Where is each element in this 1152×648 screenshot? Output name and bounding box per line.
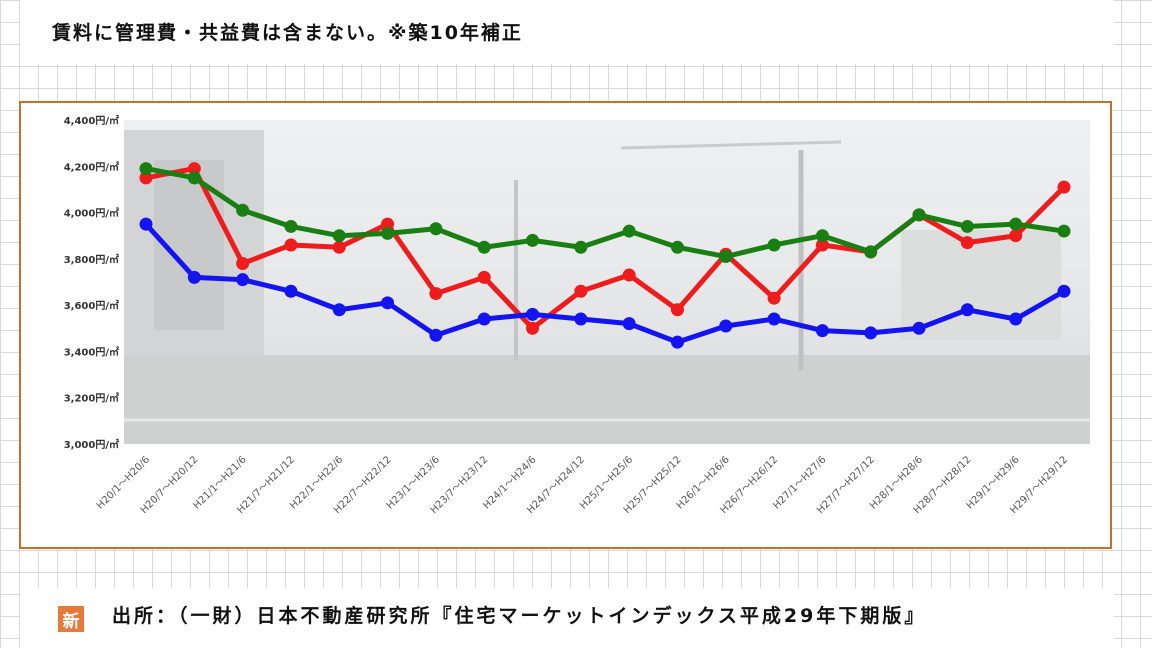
data-point [574,284,588,298]
data-point [622,317,636,331]
background-building-right [901,230,1061,340]
data-point [139,162,153,176]
y-tick-label: 3,000円/㎡ [64,438,119,451]
data-point [332,303,346,317]
data-point [284,284,298,298]
y-tick-label: 3,600円/㎡ [64,299,119,312]
data-point [526,321,540,335]
data-point [381,296,395,310]
chart-note: 賃料に管理費・共益費は含まない。※築10年補正 [52,22,523,44]
data-point [236,273,250,287]
data-point [912,321,926,335]
data-point [864,326,878,340]
footer-band [20,588,1114,648]
data-point [719,250,733,264]
data-point [960,219,974,233]
data-point [912,208,926,222]
data-point [139,171,153,185]
data-point [526,307,540,321]
data-point [477,312,491,326]
data-point [1057,284,1071,298]
data-point [139,217,153,231]
data-point [429,328,443,342]
data-point [670,240,684,254]
data-point [236,256,250,270]
data-point [477,270,491,284]
line-chart: 4,400円/㎡ 4,200円/㎡ 4,000円/㎡ 3,800円/㎡ 3,600円/㎡… [64,114,1090,516]
source-citation: 出所：（一財）日本不動産研究所『住宅マーケットインデックス平成29年下期版』 [112,605,927,627]
y-tick-label: 4,000円/㎡ [64,207,119,220]
y-tick-label: 3,400円/㎡ [64,345,119,358]
data-point [815,238,829,252]
data-point [332,240,346,254]
data-point [960,303,974,317]
background-road [124,355,1090,444]
data-point [429,222,443,236]
data-point [236,203,250,217]
data-point [429,287,443,301]
background-street-lamp [620,140,842,150]
data-point [767,291,781,305]
data-point [1009,217,1023,231]
y-tick-label: 3,800円/㎡ [64,253,119,266]
data-point [815,229,829,243]
data-point [477,240,491,254]
data-point [767,238,781,252]
data-point [767,312,781,326]
data-point [1009,229,1023,243]
data-point [381,217,395,231]
header-band [20,0,1114,64]
data-point [574,312,588,326]
data-point [960,236,974,250]
data-point [1057,224,1071,238]
series-line [143,221,1067,345]
data-point [284,219,298,233]
data-point [381,226,395,240]
data-point [670,303,684,317]
data-point [187,162,201,176]
data-point [187,270,201,284]
plot-background [124,120,1090,444]
data-point [622,268,636,282]
data-point [815,324,829,338]
data-point [1057,180,1071,194]
y-tick-label: 4,400円/㎡ [64,114,119,127]
chart-frame: 4,400円/㎡ 4,200円/㎡ 4,000円/㎡ 3,800円/㎡ 3,600円/㎡… [19,101,1112,632]
brand-logo-icon: 新 [58,606,84,632]
data-point [864,245,878,259]
data-point [332,229,346,243]
data-point [622,224,636,238]
y-tick-label: 4,200円/㎡ [64,160,119,173]
data-point [187,171,201,185]
data-point [719,319,733,333]
data-point [574,240,588,254]
series-line [143,166,1067,260]
y-tick-label: 3,200円/㎡ [64,392,119,405]
data-point [1009,312,1023,326]
data-point [526,233,540,247]
data-point [284,238,298,252]
data-point [670,335,684,349]
